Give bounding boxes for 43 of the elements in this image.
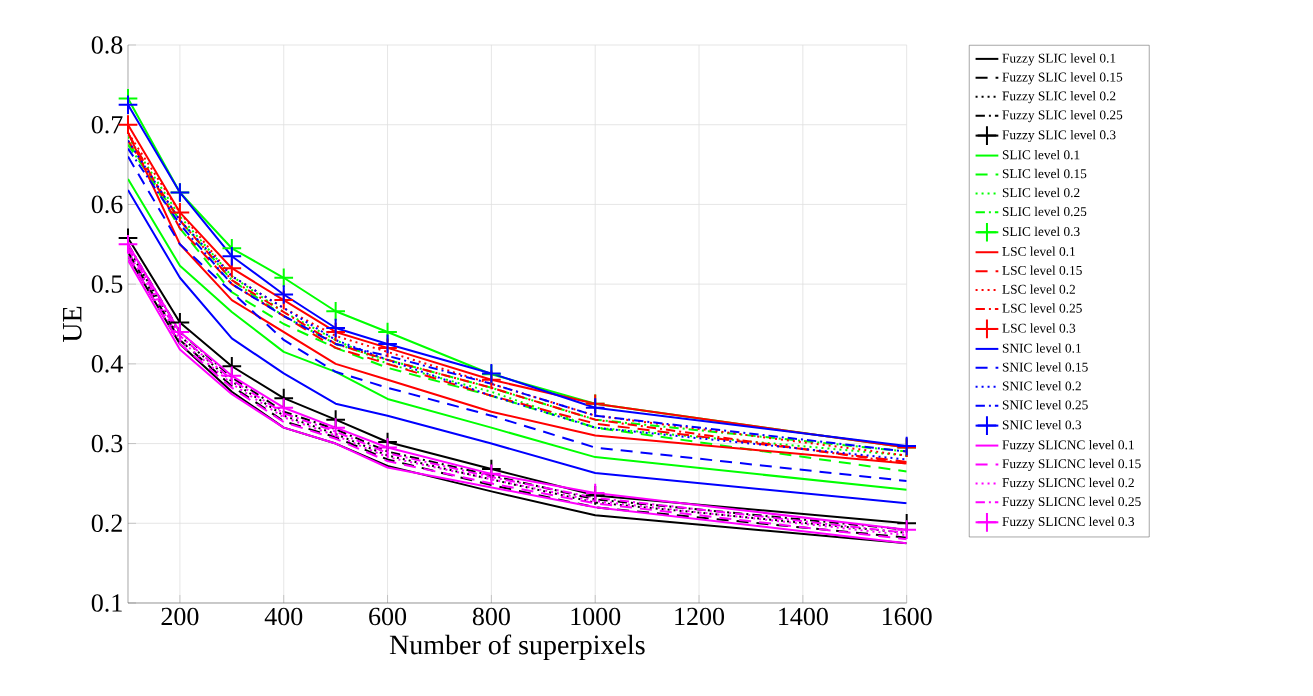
y-tick-label: 0.4 [91,355,123,373]
legend-label: SNIC level 0.15 [1002,362,1088,372]
legend-label: SLIC level 0.3 [1002,226,1080,237]
legend-label: Fuzzy SLIC level 0.15 [1002,72,1123,85]
legend-label: LSC level 0.2 [1002,284,1075,294]
legend-label: SLIC level 0.1 [1002,149,1080,160]
legend-label: SLIC level 0.25 [1002,206,1087,217]
x-tick-label: 1000 [571,607,621,626]
y-tick-label: 0.7 [91,115,123,134]
legend-label: Fuzzy SLICNC level 0.3 [1002,516,1135,529]
y-axis-title: UE [63,306,82,343]
x-tick-label: 1200 [675,607,725,626]
x-axis-title: Number of superpixels [389,634,645,661]
y-tick-label: 0.8 [91,36,123,54]
legend-label: LSC level 0.25 [1002,303,1082,313]
y-tick-label: 0.1 [91,594,122,612]
legend-label: Fuzzy SLICNC level 0.15 [1002,458,1141,472]
legend-label: Fuzzy SLICNC level 0.1 [1002,439,1134,453]
legend-label: Fuzzy SLICNC level 0.25 [1002,496,1141,509]
x-tick-label: 1600 [882,607,932,626]
legend-label: SNIC level 0.1 [1002,343,1081,353]
legend-label: LSC level 0.15 [1002,265,1082,275]
x-tick-label: 800 [472,607,510,626]
y-tick-label: 0.2 [91,514,122,533]
legend-label: SLIC level 0.15 [1002,168,1087,179]
x-tick-label: 1400 [779,607,828,626]
legend-label: SNIC level 0.2 [1002,381,1081,391]
legend-label: Fuzzy SLIC level 0.2 [1002,91,1116,104]
y-tick-label: 0.6 [91,195,123,214]
x-tick-label: 600 [369,607,407,626]
legend-label: LSC level 0.1 [1002,246,1075,257]
x-tick-label: 200 [161,607,199,626]
legend-label: Fuzzy SLICNC level 0.2 [1002,477,1134,490]
x-tick-label: 400 [264,607,303,626]
legend-label: Fuzzy SLIC level 0.3 [1002,129,1116,143]
legend-label: SNIC level 0.25 [1002,400,1088,410]
legend-label: SNIC level 0.3 [1002,419,1082,430]
legend-label: Fuzzy SLIC level 0.25 [1002,110,1123,123]
legend-label: SLIC level 0.2 [1002,187,1080,198]
y-tick-label: 0.3 [91,434,123,453]
legend-label: LSC level 0.3 [1002,323,1076,333]
y-tick-label: 0.5 [91,275,123,293]
legend-label: Fuzzy SLIC level 0.1 [1002,53,1116,66]
